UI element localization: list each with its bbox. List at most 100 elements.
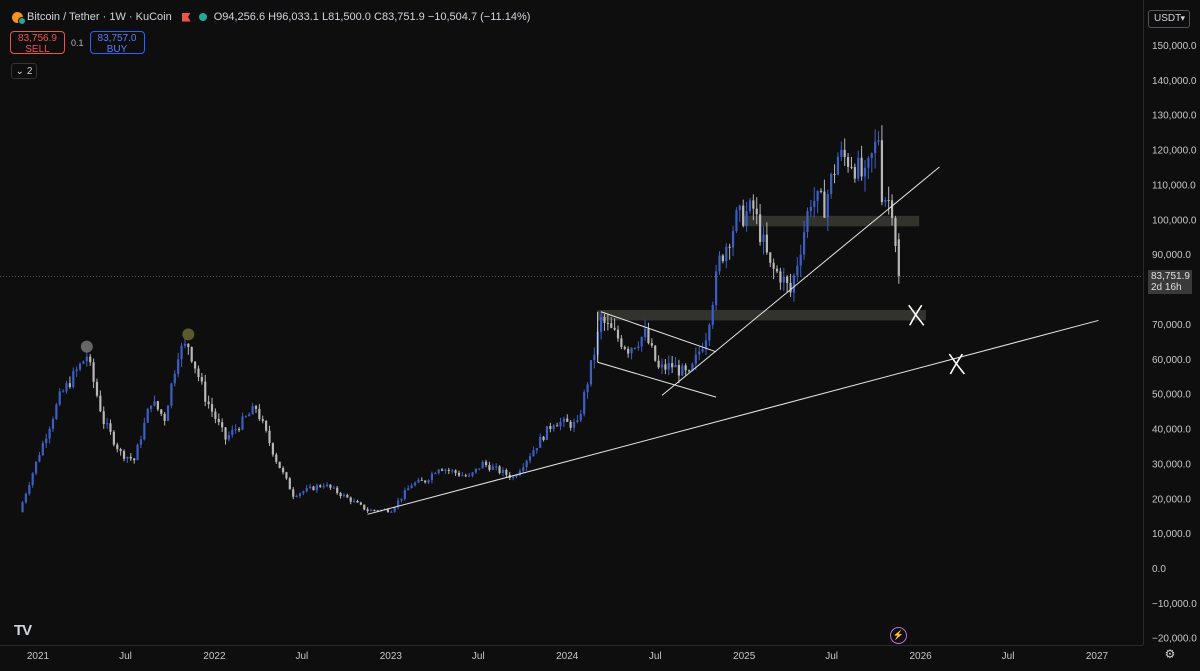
candle-body bbox=[112, 431, 115, 445]
candle-body bbox=[457, 472, 461, 476]
bitcoin-icon bbox=[12, 11, 26, 25]
buy-label: BUY bbox=[106, 44, 128, 55]
candle-body bbox=[674, 364, 677, 368]
candle-body bbox=[731, 231, 735, 248]
candle-body bbox=[657, 360, 660, 368]
y-tick-label: 100,000.0 bbox=[1152, 215, 1197, 226]
candle-body bbox=[586, 384, 589, 393]
candle-body bbox=[742, 205, 745, 226]
candle-body bbox=[579, 413, 582, 421]
flag-icon[interactable] bbox=[181, 12, 191, 22]
x-tick-label: Jul bbox=[825, 651, 838, 662]
candle-body bbox=[583, 392, 586, 414]
candle-body bbox=[315, 485, 318, 491]
candle-body bbox=[796, 265, 799, 276]
y-tick-label: 120,000.0 bbox=[1152, 146, 1197, 157]
cross-stroke bbox=[949, 353, 964, 375]
candle-body bbox=[664, 364, 667, 370]
candle-body bbox=[183, 343, 187, 346]
lightning-icon[interactable]: ⚡ bbox=[890, 627, 907, 644]
candle-body bbox=[126, 456, 129, 459]
supply-demand-zone[interactable] bbox=[743, 215, 920, 227]
pivot-marker[interactable] bbox=[80, 340, 93, 353]
buy-price: 83,757.0 bbox=[97, 33, 137, 44]
open-value: 94,256.6 bbox=[222, 11, 266, 23]
candle-body bbox=[874, 141, 877, 154]
candle-body bbox=[850, 166, 853, 168]
candle-body bbox=[542, 436, 545, 440]
y-tick-label: 110,000.0 bbox=[1152, 180, 1196, 191]
ohlc-values: O94,256.6 H96,033.1 L81,500.0 C83,751.9 … bbox=[214, 11, 531, 23]
candle-body bbox=[576, 420, 579, 422]
symbol-legend[interactable]: Bitcoin / Tether · 1W · KuCoin O94,256.6… bbox=[12, 11, 531, 25]
candle-body bbox=[359, 502, 362, 505]
candle-body bbox=[271, 443, 275, 455]
cross-mark[interactable] bbox=[948, 353, 965, 375]
candle-body bbox=[268, 430, 271, 444]
gear-icon[interactable]: ⚙ bbox=[1164, 647, 1176, 661]
indicators-toggle-button[interactable]: ⌄ 2 bbox=[11, 63, 37, 79]
x-tick-label: 2027 bbox=[1086, 651, 1109, 662]
candle-body bbox=[254, 406, 258, 409]
candle-body bbox=[261, 419, 264, 421]
x-tick-label: 2026 bbox=[909, 651, 932, 662]
candle-body bbox=[390, 511, 393, 513]
candle-body bbox=[752, 200, 755, 209]
candle-body bbox=[589, 360, 593, 385]
candle-body bbox=[748, 200, 752, 212]
candle-body bbox=[424, 480, 427, 483]
trend-line[interactable] bbox=[600, 311, 717, 353]
sell-label: SELL bbox=[25, 44, 50, 55]
candle-body bbox=[234, 429, 237, 431]
supply-demand-zone[interactable] bbox=[597, 309, 926, 321]
candle-body bbox=[339, 493, 342, 497]
candle-body bbox=[122, 451, 126, 459]
candle-body bbox=[82, 361, 85, 364]
buy-button[interactable]: 83,757.0 BUY bbox=[89, 31, 145, 55]
candle-body bbox=[566, 418, 569, 422]
candle-body bbox=[894, 217, 897, 246]
candle-body bbox=[681, 365, 684, 376]
candle-body bbox=[143, 422, 146, 440]
sell-button[interactable]: 83,756.9 SELL bbox=[10, 31, 65, 55]
candle-body bbox=[549, 426, 552, 429]
trend-line[interactable] bbox=[597, 361, 717, 398]
candle-body bbox=[217, 418, 220, 423]
candle-body bbox=[376, 510, 379, 512]
candle-body bbox=[660, 364, 664, 368]
currency-select[interactable]: USDT bbox=[1148, 10, 1190, 28]
candle-body bbox=[627, 348, 630, 354]
tradingview-logo[interactable]: TV bbox=[14, 622, 32, 639]
candle-body bbox=[281, 468, 285, 473]
trend-line[interactable] bbox=[367, 319, 1099, 515]
close-label: C bbox=[374, 11, 382, 23]
candle-body bbox=[623, 346, 626, 349]
trend-line[interactable] bbox=[661, 166, 940, 396]
candle-body bbox=[170, 383, 173, 406]
y-tick-label: 10,000.0 bbox=[1152, 529, 1191, 540]
candle-body bbox=[789, 282, 792, 293]
candle-body bbox=[231, 429, 234, 435]
y-tick-label: 140,000.0 bbox=[1152, 76, 1197, 87]
candle-body bbox=[393, 507, 396, 512]
y-tick-label: 20,000.0 bbox=[1152, 494, 1191, 505]
candle-body bbox=[166, 405, 170, 421]
candle-body bbox=[106, 423, 109, 425]
candle-body bbox=[647, 328, 650, 344]
candle-body bbox=[786, 276, 789, 283]
cross-mark[interactable] bbox=[908, 304, 925, 326]
candle-body bbox=[715, 271, 718, 305]
candle-body bbox=[535, 447, 538, 451]
candle-body bbox=[454, 470, 457, 473]
candle-body bbox=[532, 450, 535, 457]
candle-body bbox=[386, 509, 390, 512]
candle-body bbox=[691, 363, 694, 371]
candle-body bbox=[444, 469, 447, 471]
candle-body bbox=[224, 427, 227, 440]
candle-body bbox=[765, 234, 768, 253]
pivot-marker[interactable] bbox=[182, 328, 195, 341]
x-tick-label: Jul bbox=[119, 651, 132, 662]
candle-body bbox=[562, 418, 565, 422]
candle-body bbox=[160, 409, 163, 414]
